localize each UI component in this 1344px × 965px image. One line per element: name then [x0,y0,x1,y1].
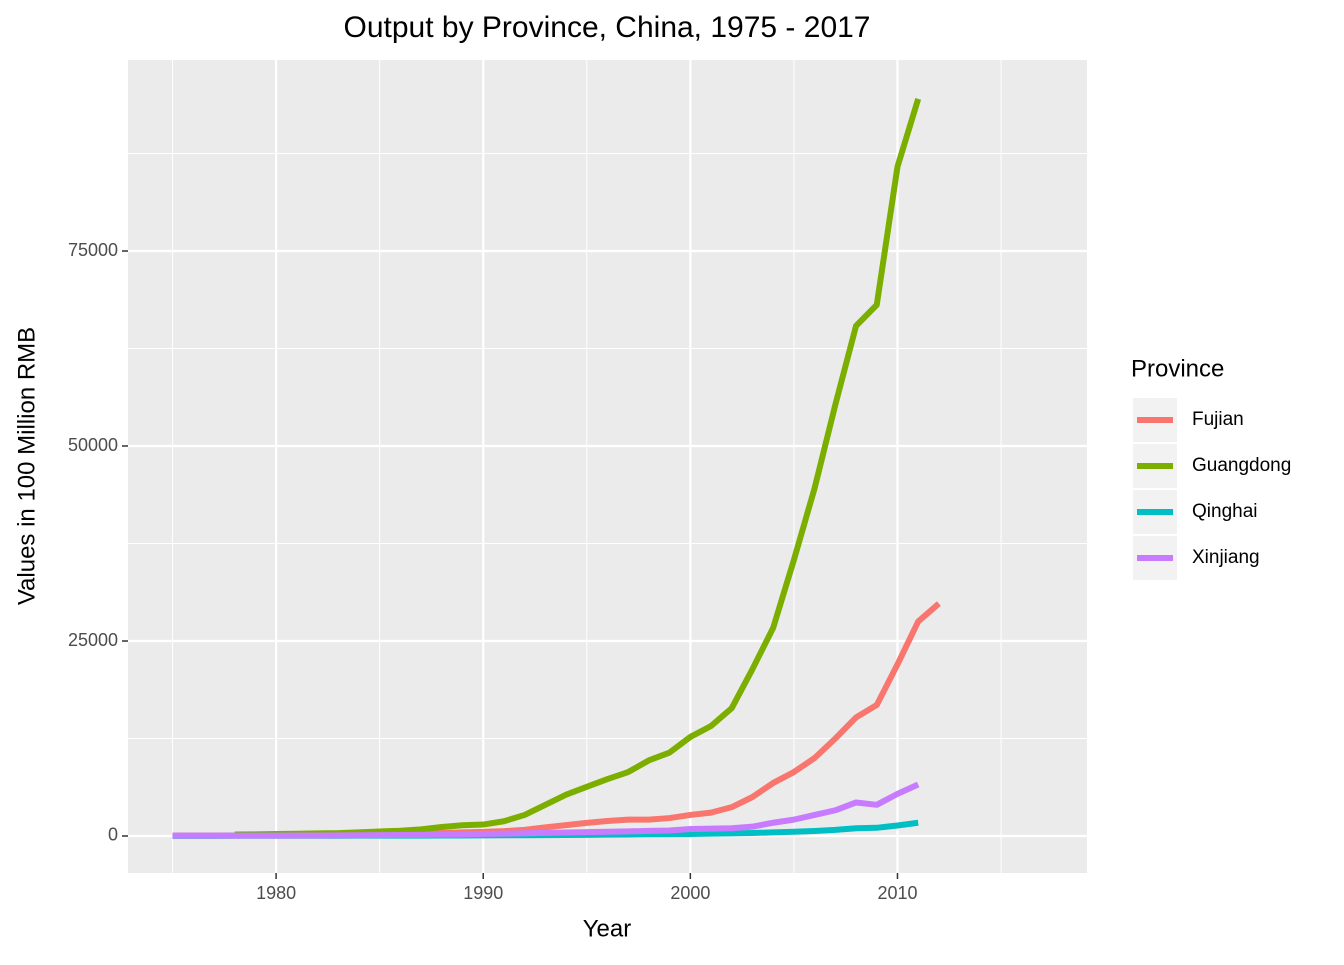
data-line [172,781,920,839]
x-tick-label: 1980 [256,883,296,903]
y-tick-label: 0 [108,825,118,845]
y-tick-label: 25000 [68,630,118,650]
y-tick-label: 50000 [68,435,118,455]
legend-title: Province [1131,355,1224,382]
y-tick-label: 75000 [68,240,118,260]
x-axis-label: Year [583,915,632,942]
y-axis-label: Values in 100 Million RMB [13,327,40,605]
chart-title: Output by Province, China, 1975 - 2017 [344,11,871,44]
panel [128,60,1087,873]
legend-label: Xinjiang [1192,547,1260,568]
x-tick-label: 2000 [670,883,710,903]
legend-label: Qinghai [1192,501,1258,522]
legend-label: Fujian [1192,409,1244,430]
x-tick-label: 2010 [877,883,917,903]
x-tick-label: 1990 [463,883,503,903]
legend-label: Guangdong [1192,455,1291,476]
